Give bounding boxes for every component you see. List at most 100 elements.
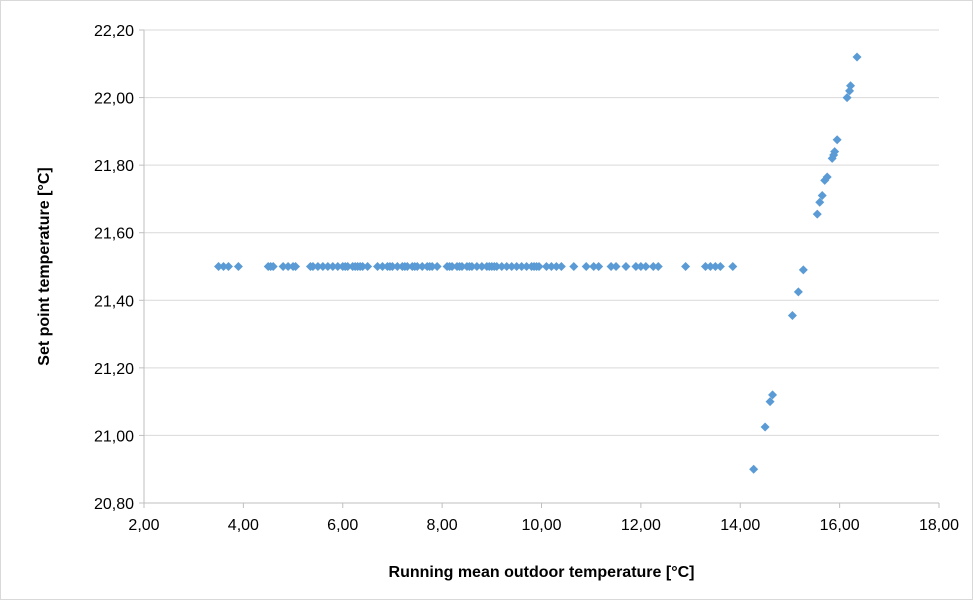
scatter-point (283, 262, 293, 271)
y-tick-label: 20,80 (94, 496, 134, 513)
y-tick-label: 21,40 (94, 293, 134, 310)
scatter-point (621, 262, 631, 271)
scatter-point (378, 262, 387, 271)
scatter-point (214, 262, 224, 271)
scatter-point (581, 262, 591, 271)
scatter-point (728, 262, 738, 271)
scatter-point (432, 262, 442, 271)
scatter-point (749, 464, 759, 474)
y-tick-label: 22,00 (94, 91, 134, 108)
scatter-point (502, 262, 512, 271)
scatter-point (852, 52, 862, 62)
scatter-point (611, 262, 621, 271)
x-tick-label: 12,00 (621, 517, 661, 534)
scatter-point (427, 262, 437, 271)
scatter-point (223, 262, 233, 271)
x-tick-label: 6,00 (327, 517, 358, 534)
scatter-point (358, 262, 368, 271)
scatter-point (556, 262, 566, 271)
x-tick-label: 4,00 (228, 517, 259, 534)
scatter-point (412, 262, 422, 271)
scatter-point (328, 262, 338, 271)
scatter-point (541, 262, 551, 271)
scatter-point (268, 262, 278, 271)
scatter-point (765, 397, 775, 407)
scatter-point (815, 197, 825, 207)
scatter-point (343, 262, 353, 271)
axes (139, 29, 940, 508)
scatter-point (534, 262, 544, 271)
scatter-point (631, 262, 641, 271)
y-tick-label: 22,20 (94, 23, 134, 40)
x-tick-label: 8,00 (427, 517, 458, 534)
scatter-point (517, 262, 527, 271)
scatter-point (492, 262, 502, 271)
y-tick-label: 21,80 (94, 158, 134, 175)
scatter-point (715, 262, 725, 271)
scatter-point (392, 262, 402, 271)
x-tick-label: 16,00 (820, 517, 860, 534)
scatter-point (812, 209, 822, 219)
scatter-point (681, 262, 691, 271)
scatter-point (641, 262, 651, 271)
scatter-point (233, 262, 243, 271)
scatter-point (760, 422, 770, 432)
y-tick-labels: 20,80 21,00 21,20 21,40 21,60 21,80 22,00 22,20 (94, 23, 134, 513)
x-tick-label: 18,00 (919, 517, 959, 534)
scatter-point (798, 265, 808, 275)
scatter-point (219, 262, 228, 271)
scatter-point (291, 262, 301, 271)
scatter-point (512, 262, 522, 271)
scatter-point (308, 262, 318, 271)
scatter-point (594, 262, 604, 271)
scatter-point (546, 262, 556, 271)
x-tick-labels: 2,00 4,00 6,00 8,00 10,00 12,00 14,00 16,00 18,0… (128, 517, 959, 534)
scatter-point (447, 262, 457, 271)
scatter-point (700, 262, 710, 271)
x-tick-label: 2,00 (128, 517, 159, 534)
scatter-point (589, 262, 599, 271)
scatter-point (402, 262, 412, 271)
x-tick-label: 14,00 (720, 517, 760, 534)
scatter-point (817, 191, 827, 201)
scatter-point (787, 310, 797, 320)
scatter-point (710, 262, 720, 271)
scatter-point (830, 147, 840, 157)
scatter-point (569, 262, 579, 271)
scatter-point (636, 262, 646, 271)
scatter-point (653, 262, 663, 271)
scatter-point (705, 262, 715, 271)
scatter-point (387, 262, 397, 271)
data-points (214, 52, 862, 474)
scatter-point (793, 287, 803, 297)
scatter-point (363, 262, 373, 271)
scatter-point (507, 262, 517, 271)
scatter-point (472, 262, 482, 271)
scatter-point (477, 262, 487, 271)
scatter-point (648, 262, 658, 271)
scatter-point (768, 390, 778, 400)
y-tick-label: 21,20 (94, 361, 134, 378)
scatter-point (373, 262, 383, 271)
scatter-point (313, 262, 323, 271)
scatter-point (846, 81, 856, 91)
scatter-point (842, 93, 852, 103)
y-tick-label: 21,60 (94, 226, 134, 243)
scatter-point (318, 262, 328, 271)
scatter-point (467, 262, 477, 271)
gridlines (144, 29, 939, 436)
scatter-point (497, 262, 507, 271)
x-axis-title: Running mean outdoor temperature [°C] (389, 564, 695, 581)
scatter-point (333, 262, 343, 271)
scatter-point (522, 262, 532, 271)
scatter-point (417, 262, 427, 271)
scatter-point (278, 262, 288, 271)
y-axis-title: Set point temperature [°C] (36, 167, 53, 365)
y-tick-label: 21,00 (94, 428, 134, 445)
x-tick-label: 10,00 (521, 517, 561, 534)
scatter-point (832, 135, 842, 145)
scatter-point (606, 262, 616, 271)
scatter-point (323, 262, 333, 271)
